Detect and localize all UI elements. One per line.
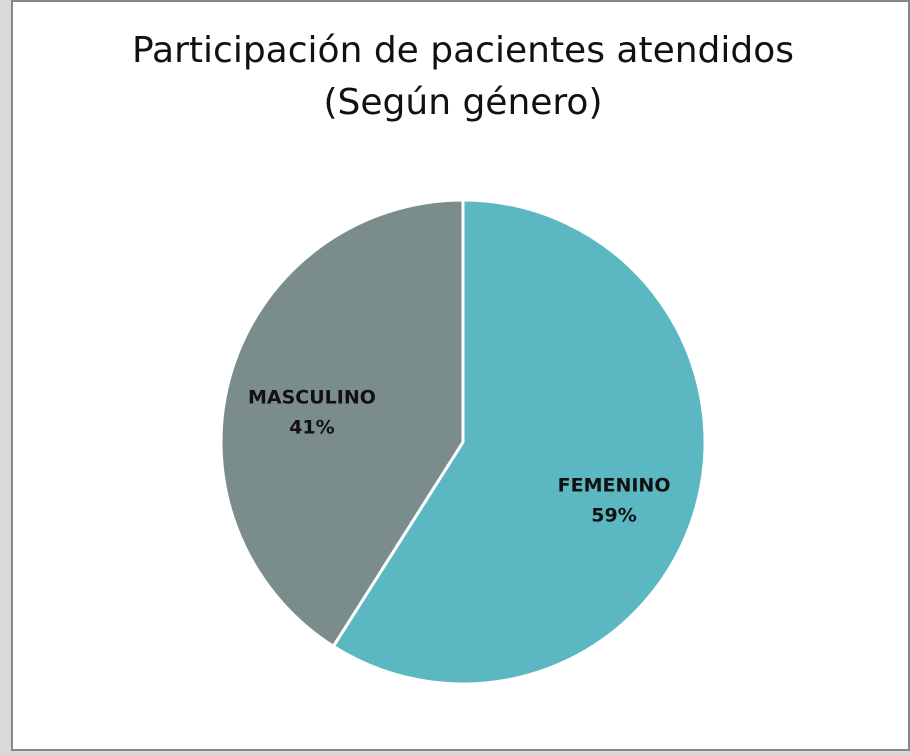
chart-subtitle: (Según género)	[323, 82, 602, 123]
pie-slice	[219, 198, 465, 649]
slice-category-label: FEMENINO	[558, 474, 671, 496]
chart-title: Participación de pacientes atendidos	[132, 30, 794, 71]
slice-category-label: MASCULINO	[248, 387, 376, 409]
slice-value-label: 59%	[591, 504, 636, 526]
slice-value-label: 41%	[289, 417, 334, 439]
pie-slice	[331, 198, 707, 686]
